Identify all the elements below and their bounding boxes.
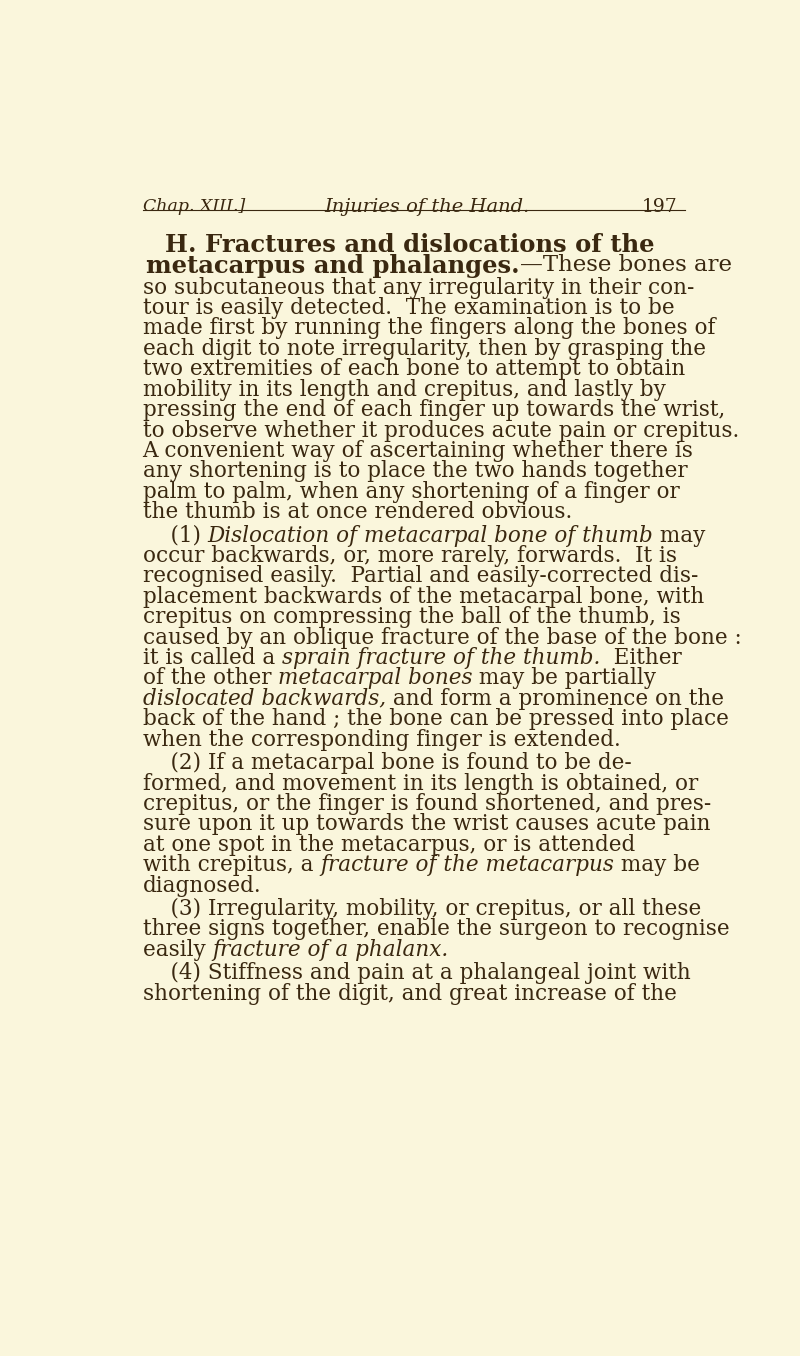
Text: and form a prominence on the: and form a prominence on the xyxy=(386,687,724,709)
Text: made first by running the fingers along the bones of: made first by running the fingers along … xyxy=(142,317,715,339)
Text: each digit to note irregularity, then by grasping the: each digit to note irregularity, then by… xyxy=(142,338,706,359)
Text: with crepitus, a: with crepitus, a xyxy=(142,854,320,876)
Text: A convenient way of ascertaining whether there is: A convenient way of ascertaining whether… xyxy=(142,439,694,462)
Text: it is called a: it is called a xyxy=(142,647,282,669)
Text: (1): (1) xyxy=(142,525,207,546)
Text: 197: 197 xyxy=(642,198,678,216)
Text: mobility in its length and crepitus, and lastly by: mobility in its length and crepitus, and… xyxy=(142,378,666,401)
Text: back of the hand ; the bone can be pressed into place: back of the hand ; the bone can be press… xyxy=(142,708,729,731)
Text: crepitus, or the finger is found shortened, and pres-: crepitus, or the finger is found shorten… xyxy=(142,793,711,815)
Text: so subcutaneous that any irregularity in their con-: so subcutaneous that any irregularity in… xyxy=(142,277,694,298)
Text: recognised easily.  Partial and easily-corrected dis-: recognised easily. Partial and easily-co… xyxy=(142,565,698,587)
Text: three signs together, enable the surgeon to recognise: three signs together, enable the surgeon… xyxy=(142,918,730,941)
Text: (2) If a metacarpal bone is found to be de-: (2) If a metacarpal bone is found to be … xyxy=(142,753,631,774)
Text: may be partially: may be partially xyxy=(473,667,657,689)
Text: may: may xyxy=(654,525,706,546)
Text: the thumb is at once rendered obvious.: the thumb is at once rendered obvious. xyxy=(142,502,572,523)
Text: diagnosed.: diagnosed. xyxy=(142,875,262,896)
Text: sprain fracture of the thumb.: sprain fracture of the thumb. xyxy=(282,647,600,669)
Text: placement backwards of the metacarpal bone, with: placement backwards of the metacarpal bo… xyxy=(142,586,704,607)
Text: Chap. XIII.]: Chap. XIII.] xyxy=(142,198,245,216)
Text: H. Fractures and dislocations of the: H. Fractures and dislocations of the xyxy=(166,233,654,256)
Text: fracture of a phalanx.: fracture of a phalanx. xyxy=(212,938,449,961)
Text: Injuries of the Hand.: Injuries of the Hand. xyxy=(325,198,530,216)
Text: two extremities of each bone to attempt to obtain: two extremities of each bone to attempt … xyxy=(142,358,685,380)
Text: palm to palm, when any shortening of a finger or: palm to palm, when any shortening of a f… xyxy=(142,481,679,503)
Text: pressing the end of each finger up towards the wrist,: pressing the end of each finger up towar… xyxy=(142,399,725,422)
Text: tour is easily detected.  The examination is to be: tour is easily detected. The examination… xyxy=(142,297,674,319)
Text: fracture of the metacarpus: fracture of the metacarpus xyxy=(320,854,614,876)
Text: (4) Stiffness and pain at a phalangeal joint with: (4) Stiffness and pain at a phalangeal j… xyxy=(142,963,690,984)
Text: dislocated backwards,: dislocated backwards, xyxy=(142,687,386,709)
Text: to observe whether it produces acute pain or crepitus.: to observe whether it produces acute pai… xyxy=(142,419,739,442)
Text: of the other: of the other xyxy=(142,667,278,689)
Text: easily: easily xyxy=(142,938,212,961)
Text: at one spot in the metacarpus, or is attended: at one spot in the metacarpus, or is att… xyxy=(142,834,635,856)
Text: may be: may be xyxy=(614,854,700,876)
Text: sure upon it up towards the wrist causes acute pain: sure upon it up towards the wrist causes… xyxy=(142,814,710,835)
Text: metacarpal bones: metacarpal bones xyxy=(278,667,473,689)
Text: occur backwards, or, more rarely, forwards.  It is: occur backwards, or, more rarely, forwar… xyxy=(142,545,677,567)
Text: (3) Irregularity, mobility, or crepitus, or all these: (3) Irregularity, mobility, or crepitus,… xyxy=(142,898,701,921)
Text: any shortening is to place the two hands together: any shortening is to place the two hands… xyxy=(142,460,687,483)
Text: metacarpus and phalanges.: metacarpus and phalanges. xyxy=(146,254,520,278)
Text: formed, and movement in its length is obtained, or: formed, and movement in its length is ob… xyxy=(142,773,698,795)
Text: caused by an oblique fracture of the base of the bone :: caused by an oblique fracture of the bas… xyxy=(142,626,742,648)
Text: when the corresponding finger is extended.: when the corresponding finger is extende… xyxy=(142,728,620,751)
Text: Dislocation of metacarpal bone of thumb: Dislocation of metacarpal bone of thumb xyxy=(207,525,654,546)
Text: shortening of the digit, and great increase of the: shortening of the digit, and great incre… xyxy=(142,983,677,1005)
Text: crepitus on compressing the ball of the thumb, is: crepitus on compressing the ball of the … xyxy=(142,606,680,628)
Text: —These bones are: —These bones are xyxy=(520,254,732,275)
Text: Either: Either xyxy=(600,647,682,669)
